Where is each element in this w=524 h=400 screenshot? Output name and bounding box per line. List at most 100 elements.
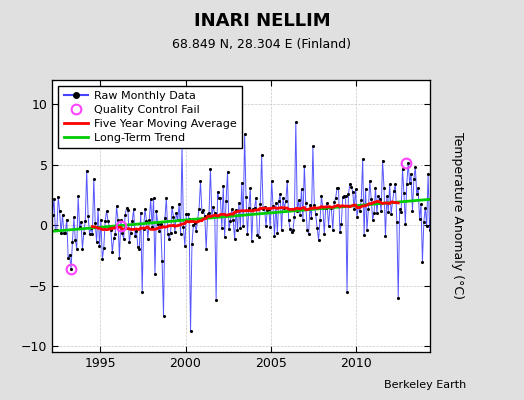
Point [320, 230, 329, 237]
Point [334, 185, 343, 192]
Point [232, 207, 240, 213]
Point [131, 233, 139, 239]
Point [317, 193, 325, 200]
Point [212, 297, 220, 303]
Point [202, 246, 210, 252]
Point [161, 215, 169, 222]
Point [285, 217, 293, 223]
Point [145, 217, 154, 224]
Point [348, 188, 357, 195]
Point [67, 265, 75, 272]
Point [137, 209, 145, 216]
Point [51, 227, 60, 234]
Point [297, 186, 305, 192]
Point [364, 206, 373, 212]
Point [257, 152, 266, 158]
Point [422, 223, 431, 229]
Point [221, 234, 229, 240]
Point [386, 181, 394, 187]
Point [138, 288, 146, 295]
Point [330, 199, 339, 205]
Point [236, 225, 245, 231]
Point [191, 220, 199, 226]
Point [245, 204, 253, 211]
Point [430, 174, 438, 181]
Point [77, 218, 85, 225]
Point [217, 225, 226, 232]
Point [250, 204, 259, 211]
Point [366, 178, 374, 184]
Point [267, 178, 276, 184]
Point [74, 193, 82, 200]
Point [280, 205, 289, 211]
Point [255, 234, 263, 240]
Point [314, 237, 323, 243]
Point [198, 209, 206, 215]
Point [242, 194, 250, 200]
Point [352, 186, 360, 192]
Point [269, 203, 277, 209]
Point [231, 236, 239, 242]
Point [92, 239, 101, 246]
Point [115, 255, 124, 261]
Point [289, 227, 297, 234]
Point [420, 218, 428, 225]
Point [279, 195, 287, 201]
Point [380, 185, 388, 191]
Point [84, 213, 92, 219]
Point [192, 228, 200, 234]
Point [387, 211, 395, 217]
Point [286, 226, 294, 232]
Point [203, 211, 212, 218]
Point [95, 242, 104, 249]
Point [266, 224, 275, 230]
Point [208, 214, 216, 220]
Point [391, 181, 400, 188]
Point [383, 193, 391, 199]
Point [372, 184, 380, 191]
Point [62, 216, 71, 223]
Point [171, 229, 179, 235]
Point [410, 176, 418, 182]
Point [326, 204, 334, 210]
Point [294, 197, 303, 204]
Point [342, 193, 350, 199]
Point [114, 216, 122, 223]
Point [173, 217, 182, 223]
Point [431, 227, 440, 233]
Point [72, 245, 81, 252]
Point [277, 227, 286, 234]
Point [118, 230, 126, 236]
Point [414, 185, 422, 192]
Point [337, 220, 345, 227]
Point [82, 168, 91, 174]
Point [159, 312, 168, 319]
Point [243, 231, 252, 237]
Point [290, 214, 299, 220]
Point [424, 171, 432, 177]
Legend: Raw Monthly Data, Quality Control Fail, Five Year Moving Average, Long-Term Tren: Raw Monthly Data, Quality Control Fail, … [58, 86, 242, 148]
Point [182, 211, 190, 217]
Point [304, 230, 313, 237]
Point [179, 224, 188, 230]
Point [90, 176, 98, 182]
Point [435, 219, 444, 225]
Point [209, 204, 217, 211]
Point [263, 207, 271, 213]
Point [181, 243, 189, 250]
Point [312, 211, 320, 218]
Point [256, 200, 265, 207]
Point [225, 226, 233, 232]
Point [56, 208, 64, 214]
Point [235, 200, 243, 206]
Point [368, 216, 377, 223]
Point [354, 203, 363, 210]
Point [402, 181, 411, 188]
Point [357, 197, 365, 204]
Point [340, 193, 348, 200]
Point [252, 195, 260, 202]
Point [78, 245, 86, 252]
Point [121, 212, 129, 219]
Point [404, 160, 412, 166]
Point [195, 206, 203, 212]
